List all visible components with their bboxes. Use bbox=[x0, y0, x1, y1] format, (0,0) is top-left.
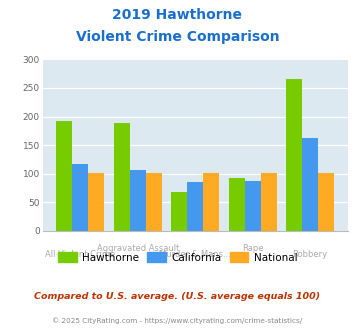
Text: © 2025 CityRating.com - https://www.cityrating.com/crime-statistics/: © 2025 CityRating.com - https://www.city… bbox=[53, 317, 302, 324]
Bar bbox=[261, 173, 277, 231]
Bar bbox=[302, 138, 318, 231]
Bar bbox=[318, 173, 334, 231]
Bar bbox=[72, 163, 88, 231]
Text: All Violent Crime: All Violent Crime bbox=[45, 250, 115, 259]
Text: Robbery: Robbery bbox=[293, 250, 328, 259]
Bar bbox=[114, 123, 130, 231]
Text: Compared to U.S. average. (U.S. average equals 100): Compared to U.S. average. (U.S. average … bbox=[34, 292, 321, 301]
Text: Violent Crime Comparison: Violent Crime Comparison bbox=[76, 30, 279, 44]
Text: 2019 Hawthorne: 2019 Hawthorne bbox=[113, 8, 242, 22]
Bar bbox=[229, 178, 245, 231]
Bar bbox=[130, 170, 146, 231]
Bar bbox=[203, 173, 219, 231]
Text: Rape: Rape bbox=[242, 244, 263, 252]
Text: Aggravated Assault: Aggravated Assault bbox=[97, 244, 179, 252]
Bar bbox=[286, 80, 302, 231]
Legend: Hawthorne, California, National: Hawthorne, California, National bbox=[54, 248, 301, 267]
Bar bbox=[146, 173, 162, 231]
Bar bbox=[56, 120, 72, 231]
Bar bbox=[245, 181, 261, 231]
Bar bbox=[88, 173, 104, 231]
Bar bbox=[171, 192, 187, 231]
Bar bbox=[187, 182, 203, 231]
Text: Murder & Mans...: Murder & Mans... bbox=[159, 250, 231, 259]
